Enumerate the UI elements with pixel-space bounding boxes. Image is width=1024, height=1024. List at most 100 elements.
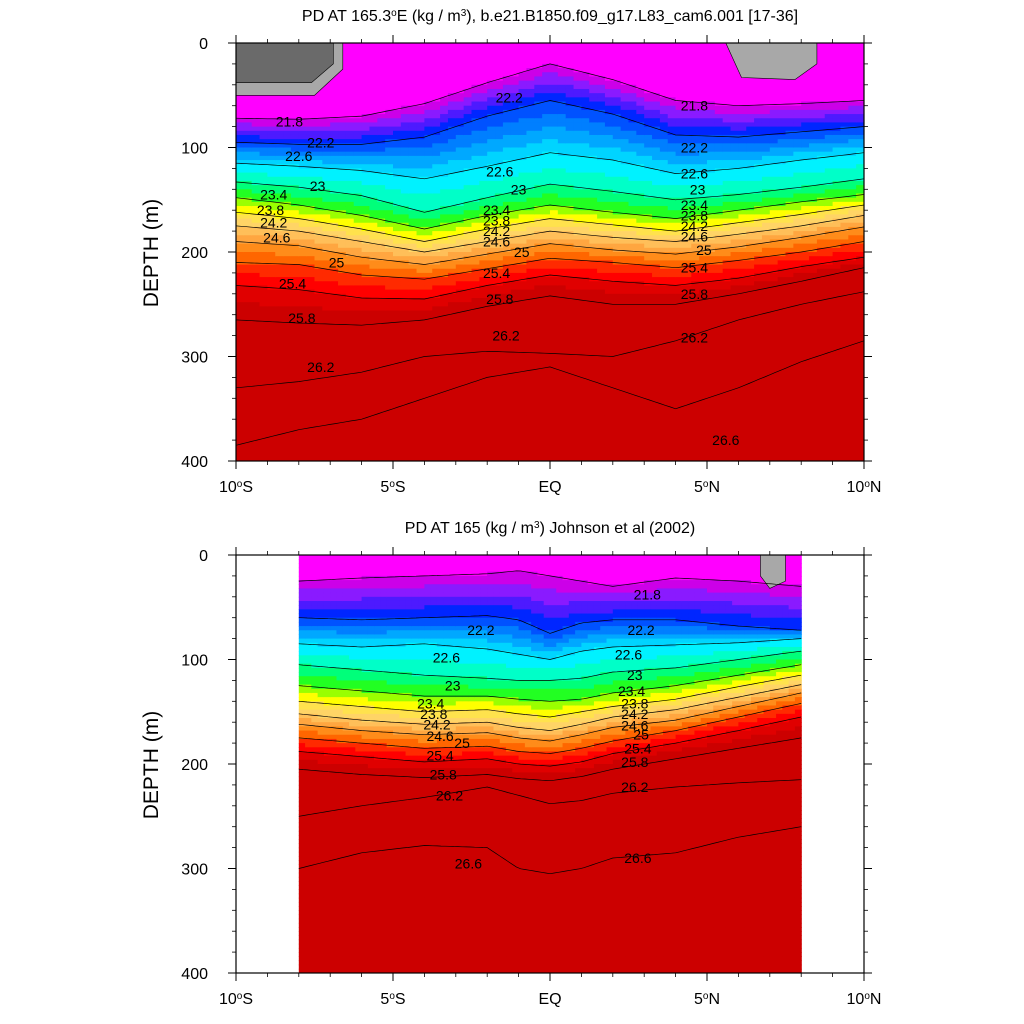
density-cell (573, 264, 582, 270)
density-cell (267, 423, 276, 429)
density-cell (565, 444, 575, 450)
density-cell (487, 306, 496, 312)
density-cell (597, 331, 606, 337)
density-cell (251, 431, 261, 437)
density-cell (557, 134, 567, 140)
density-cell (534, 143, 543, 149)
density-cell (353, 189, 363, 195)
density-cell (267, 268, 276, 274)
density-cell (275, 239, 284, 245)
density-cell (573, 47, 582, 52)
density-cell (510, 440, 520, 445)
density-cell (589, 402, 598, 408)
density-cell (471, 139, 480, 144)
density-cell (479, 339, 488, 345)
density-cell (487, 398, 496, 404)
density-cell (236, 285, 245, 291)
density-cell (487, 293, 496, 299)
density-cell (471, 101, 480, 107)
density-cell (243, 139, 253, 144)
density-cell (290, 143, 300, 149)
density-cell (267, 410, 276, 416)
density-cell (330, 122, 339, 128)
density-cell (612, 59, 622, 65)
density-cell (612, 343, 622, 349)
density-cell (526, 318, 535, 324)
density-cell (330, 168, 339, 174)
density-cell (330, 252, 339, 257)
density-cell (581, 189, 590, 195)
density-cell (510, 402, 520, 408)
density-cell (518, 456, 528, 461)
density-cell (298, 101, 308, 107)
density-cell (495, 168, 504, 174)
density-cell (440, 410, 449, 416)
density-cell (581, 180, 590, 186)
density-cell (526, 427, 535, 433)
density-cell (408, 97, 418, 103)
density-cell (542, 289, 551, 295)
density-cell (298, 394, 308, 399)
density-cell (369, 364, 378, 370)
density-cell (298, 180, 308, 186)
density-cell (510, 281, 520, 287)
density-cell (510, 155, 520, 161)
density-cell (495, 226, 504, 232)
density-cell (526, 122, 535, 128)
density-cell (440, 331, 449, 337)
density-cell (542, 88, 551, 94)
density-cell (597, 297, 606, 303)
density-cell (243, 289, 253, 295)
density-cell (573, 243, 582, 249)
density-cell (314, 385, 323, 391)
density-cell (518, 164, 528, 169)
density-cell (597, 406, 606, 412)
density-cell (314, 348, 323, 353)
density-cell (408, 389, 418, 395)
density-cell (502, 348, 512, 353)
density-cell (471, 260, 480, 266)
density-cell (424, 343, 433, 349)
density-cell (589, 260, 598, 266)
density-cell (502, 68, 512, 73)
density-cell (236, 381, 245, 387)
density-cell (369, 172, 378, 178)
density-cell (432, 406, 441, 412)
density-cell (573, 247, 582, 253)
density-cell (581, 97, 590, 103)
density-cell (510, 389, 520, 395)
density-cell (353, 302, 363, 307)
density-cell (550, 72, 559, 78)
density-cell (550, 143, 559, 149)
density-cell (236, 427, 245, 433)
density-cell (479, 264, 488, 270)
density-cell (432, 252, 441, 257)
density-cell (455, 264, 465, 270)
density-cell (440, 231, 449, 236)
density-cell (306, 277, 316, 282)
density-cell (416, 114, 425, 119)
density-cell (322, 218, 331, 224)
density-cell (345, 456, 355, 461)
density-cell (479, 172, 488, 178)
density-cell (267, 139, 276, 144)
density-cell (330, 105, 339, 111)
density-cell (298, 281, 308, 287)
density-cell (251, 406, 261, 412)
density-cell (604, 256, 614, 261)
density-cell (353, 176, 363, 182)
density-cell (471, 126, 480, 132)
density-cell (510, 68, 520, 73)
density-cell (573, 419, 582, 424)
density-cell (400, 84, 410, 90)
density-cell (345, 222, 355, 228)
density-cell (534, 348, 543, 353)
density-cell (440, 51, 449, 57)
density-cell (424, 293, 433, 299)
density-cell (353, 88, 363, 94)
density-cell (377, 448, 386, 454)
density-cell (604, 448, 614, 454)
density-cell (440, 76, 449, 82)
density-cell (479, 222, 488, 228)
density-cell (400, 59, 410, 65)
